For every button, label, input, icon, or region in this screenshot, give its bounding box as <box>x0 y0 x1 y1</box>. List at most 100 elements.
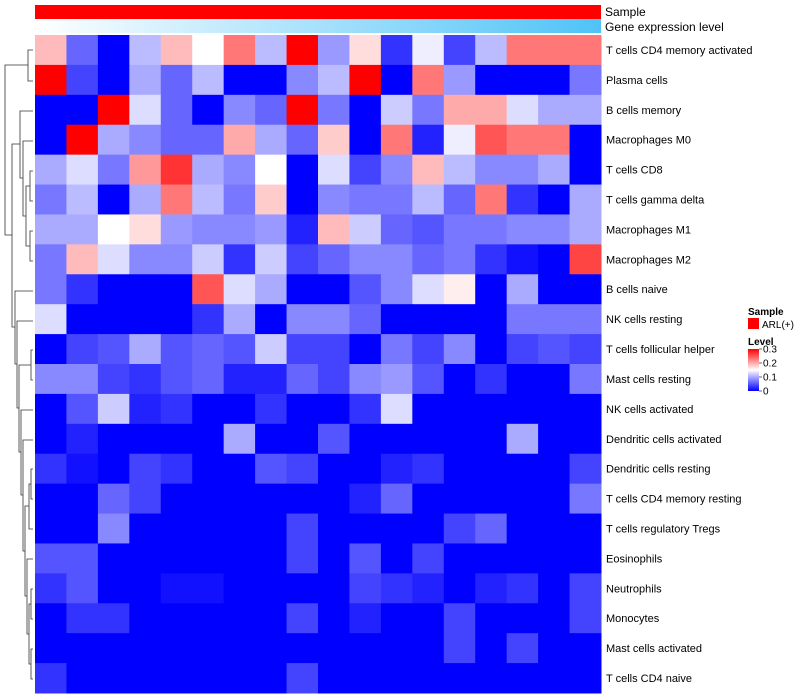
heatmap-cell <box>538 334 571 365</box>
heatmap-cell <box>318 154 350 186</box>
heatmap-cell <box>412 663 445 694</box>
heatmap-cell <box>192 423 225 455</box>
heatmap-cell <box>318 513 350 544</box>
heatmap-cell <box>129 94 162 126</box>
heatmap-cell <box>538 573 571 604</box>
heatmap-cell <box>443 423 476 455</box>
heatmap-cell <box>475 603 508 634</box>
heatmap-cell <box>318 543 350 574</box>
heatmap-cell <box>223 423 256 455</box>
row-label: T cells CD8 <box>606 165 663 177</box>
heatmap-cell <box>349 543 382 574</box>
row-label: B cells naive <box>606 284 668 296</box>
heatmap-cell <box>192 393 225 425</box>
heatmap-cell <box>318 214 350 245</box>
heatmap-cell <box>569 543 602 574</box>
heatmap-cell <box>569 603 602 634</box>
heatmap-cell <box>506 35 539 66</box>
legend-sample-item: ARL(+) <box>762 320 794 331</box>
heatmap-cell <box>286 214 319 245</box>
heatmap-cell <box>66 483 99 515</box>
heatmap-cell <box>223 214 256 245</box>
heatmap-cell <box>538 483 571 515</box>
heatmap-cell <box>97 304 130 335</box>
heatmap-cell <box>129 274 162 305</box>
heatmap-cell <box>160 483 193 515</box>
heatmap-cell <box>35 35 67 66</box>
heatmap-cell <box>286 393 319 425</box>
heatmap-cell <box>506 364 539 395</box>
heatmap-cell <box>192 573 225 604</box>
heatmap-cell <box>475 124 508 156</box>
heatmap-cell <box>443 573 476 604</box>
heatmap-cell <box>506 423 539 455</box>
heatmap-cell <box>192 663 225 694</box>
heatmap-cell <box>475 64 508 96</box>
legend-tick-label: 0.1 <box>763 373 777 384</box>
heatmap-cell <box>66 154 99 186</box>
heatmap-cell <box>506 184 539 215</box>
heatmap-cell <box>255 94 288 126</box>
heatmap-cell <box>35 393 67 425</box>
heatmap-cell <box>506 663 539 694</box>
heatmap-cell <box>35 573 67 604</box>
heatmap-cell <box>255 184 288 215</box>
heatmap-cell <box>223 124 256 156</box>
row-label: NK cells resting <box>606 314 682 326</box>
heatmap-cell <box>97 124 130 156</box>
heatmap-cell <box>192 124 225 156</box>
heatmap-cell <box>97 364 130 395</box>
heatmap-cell <box>443 513 476 544</box>
heatmap-cell <box>97 513 130 544</box>
heatmap-cell <box>286 513 319 544</box>
heatmap-cell <box>192 334 225 365</box>
heatmap-cell <box>412 154 445 186</box>
heatmap-cell <box>443 35 476 66</box>
heatmap-cell <box>66 94 99 126</box>
heatmap-cell <box>475 274 508 305</box>
heatmap-cell <box>255 663 288 694</box>
heatmap-cell <box>286 274 319 305</box>
heatmap-cell <box>318 274 350 305</box>
heatmap-cell <box>255 124 288 156</box>
heatmap-cell <box>538 304 571 335</box>
heatmap-cell <box>349 663 382 694</box>
heatmap-cell <box>475 244 508 275</box>
heatmap-cell <box>255 393 288 425</box>
heatmap-cell <box>569 304 602 335</box>
heatmap-cell <box>286 453 319 485</box>
heatmap-cell <box>129 364 162 395</box>
heatmap-cell <box>192 244 225 275</box>
heatmap-cell <box>286 154 319 186</box>
heatmap-cell <box>538 154 571 186</box>
heatmap-cell <box>506 304 539 335</box>
heatmap-cell <box>318 453 350 485</box>
heatmap-cell <box>66 543 99 574</box>
heatmap-cell <box>223 244 256 275</box>
heatmap-cell <box>66 423 99 455</box>
heatmap-cell <box>66 513 99 544</box>
heatmap-cell <box>129 304 162 335</box>
heatmap-cell <box>160 334 193 365</box>
heatmap-cell <box>569 423 602 455</box>
heatmap-cell <box>97 184 130 215</box>
heatmap-cell <box>475 663 508 694</box>
row-label: B cells memory <box>606 105 682 117</box>
heatmap-cell <box>160 64 193 96</box>
heatmap-cell <box>192 483 225 515</box>
heatmap-cell <box>412 274 445 305</box>
heatmap-cell <box>223 603 256 634</box>
heatmap-cell <box>380 334 413 365</box>
heatmap-cell <box>255 274 288 305</box>
heatmap-cell <box>66 453 99 485</box>
heatmap-cell <box>475 483 508 515</box>
heatmap-cell <box>286 304 319 335</box>
heatmap-cell <box>475 214 508 245</box>
heatmap-cell <box>318 64 350 96</box>
heatmap-cell <box>412 124 445 156</box>
heatmap-cell <box>160 573 193 604</box>
heatmap-cell <box>160 423 193 455</box>
heatmap-cell <box>129 184 162 215</box>
heatmap-cell <box>538 663 571 694</box>
heatmap-cell <box>129 513 162 544</box>
